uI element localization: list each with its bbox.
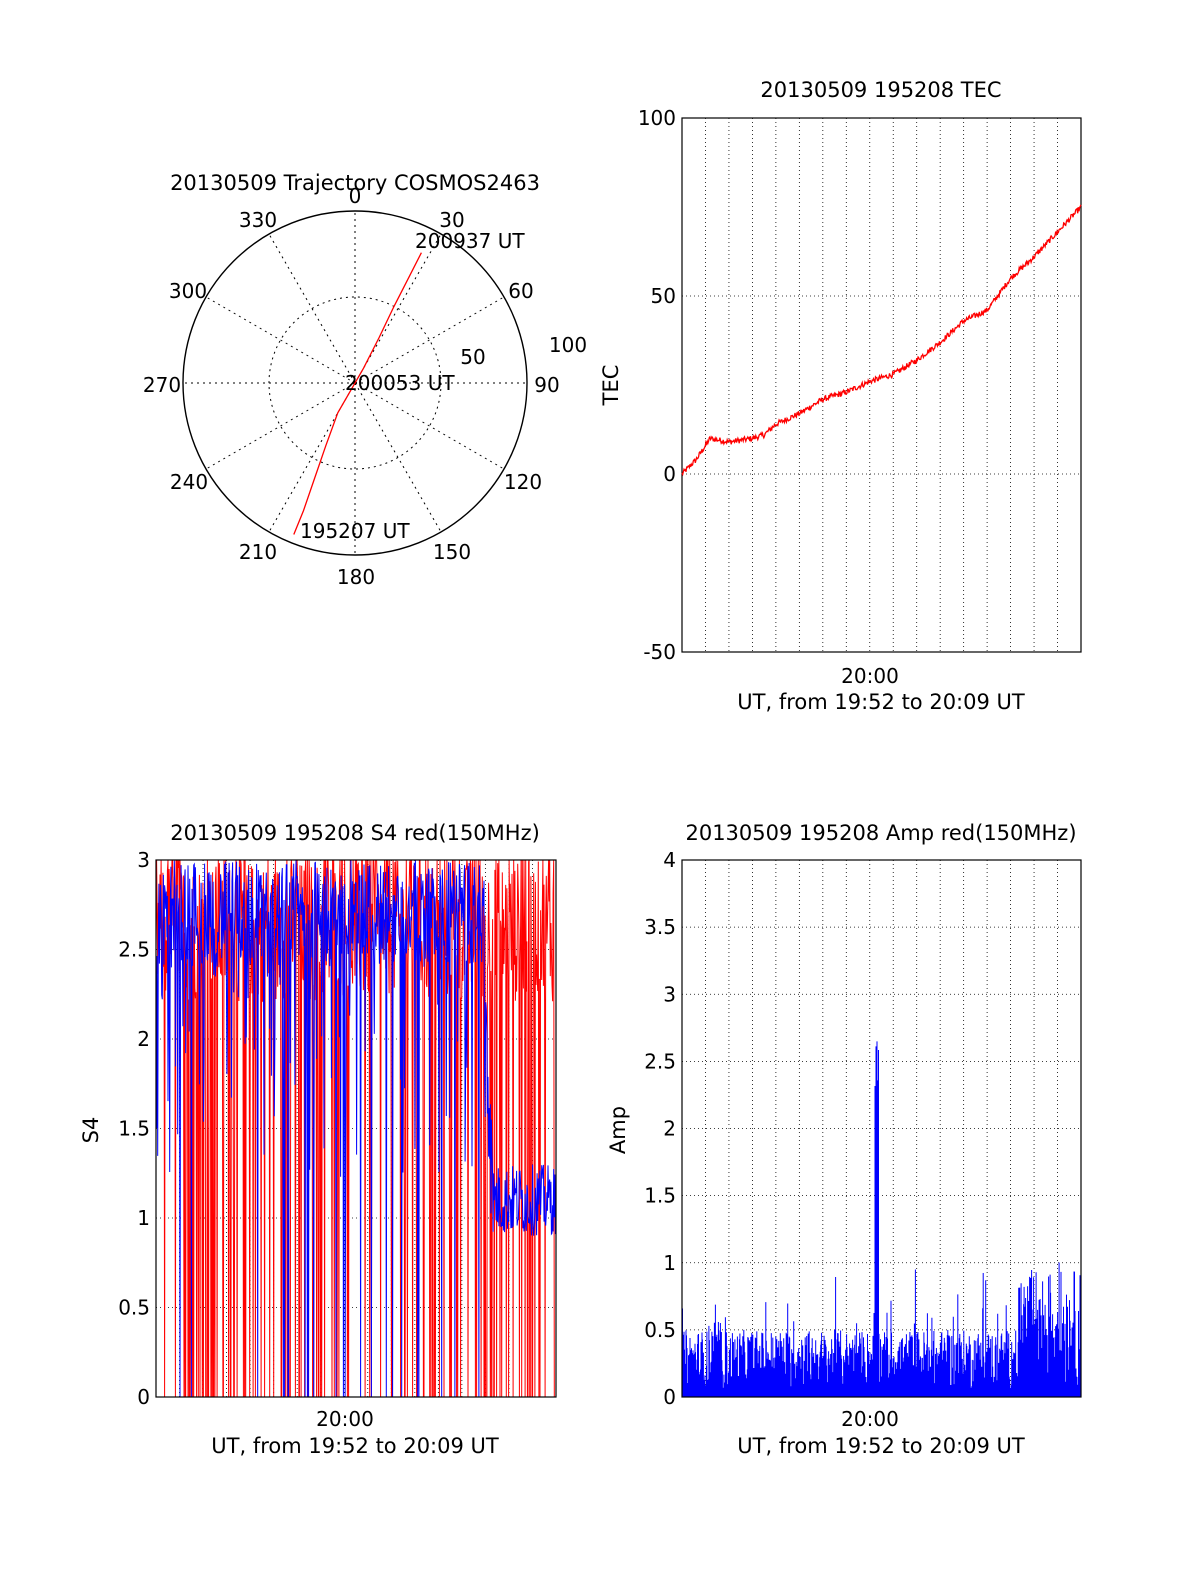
- y-tick-label: -50: [643, 640, 676, 664]
- s4-plot-frame: [155, 859, 557, 1398]
- tec-y-tick-labels: 100 50 0 -50: [638, 106, 676, 664]
- polar-angle-label: 330: [239, 208, 277, 232]
- y-tick-label: 3: [663, 982, 676, 1006]
- polar-angle-label: 60: [508, 279, 533, 303]
- s4-blue-line: [155, 859, 557, 1398]
- y-tick-label: 2.5: [644, 1049, 676, 1073]
- polar-angle-label: 270: [143, 373, 181, 397]
- trajectory-time-label: 200937 UT: [415, 229, 525, 253]
- polar-angle-label: 300: [169, 279, 207, 303]
- trajectory-time-label: 195207 UT: [300, 519, 410, 543]
- polar-outer-ring: [182, 210, 528, 556]
- polar-angle-label: 210: [239, 540, 277, 564]
- polar-title: 20130509 Trajectory COSMOS2463: [170, 171, 540, 195]
- polar-angle-label: 0: [349, 184, 362, 208]
- s4-chart: 20130509 195208 S4 red(150MHz) 3 2.5 2 1.5 1…: [79, 821, 557, 1458]
- polar-spoke: [268, 382, 356, 533]
- polar-angle-label: 90: [534, 373, 559, 397]
- amp-xlabel: UT, from 19:52 to 20:09 UT: [737, 1434, 1025, 1458]
- y-tick-label: 1: [663, 1251, 676, 1275]
- polar-radius-labels: 50 100: [460, 333, 587, 369]
- y-tick-label: 3.5: [644, 915, 676, 939]
- y-tick-label: 2: [137, 1027, 150, 1051]
- y-tick-label: 50: [651, 284, 676, 308]
- tec-series-line: [681, 204, 1082, 477]
- s4-xlabel: UT, from 19:52 to 20:09 UT: [211, 1434, 499, 1458]
- s4-blue-series: [155, 859, 557, 1398]
- polar-angle-label: 240: [170, 470, 208, 494]
- tec-title: 20130509 195208 TEC: [760, 78, 1001, 102]
- polar-radius-label: 50: [460, 345, 485, 369]
- polar-angle-label: 180: [337, 565, 375, 589]
- tec-xlabel: UT, from 19:52 to 20:09 UT: [737, 690, 1025, 714]
- amp-chart: 20130509 195208 Amp red(150MHz) 4 3.5 3 2.5…: [606, 821, 1082, 1458]
- tec-xtick-label: 20:00: [841, 664, 899, 688]
- polar-angle-labels: 0 30 60 90 120 150 180 210 240 270 300 330: [143, 184, 560, 589]
- polar-spoke: [354, 233, 442, 384]
- polar-spoke: [354, 296, 505, 384]
- tec-ylabel: TEC: [599, 365, 623, 407]
- amp-xtick-label: 20:00: [841, 1407, 899, 1431]
- y-tick-label: 0.5: [118, 1296, 150, 1320]
- y-tick-label: 0: [663, 1385, 676, 1409]
- y-tick-label: 100: [638, 106, 676, 130]
- y-tick-label: 1.5: [644, 1184, 676, 1208]
- y-tick-label: 0: [137, 1385, 150, 1409]
- s4-title: 20130509 195208 S4 red(150MHz): [170, 821, 540, 845]
- y-tick-label: 2.5: [118, 938, 150, 962]
- y-tick-label: 2: [663, 1117, 676, 1141]
- amp-blue-bars: [681, 1041, 1082, 1397]
- tec-plot-frame: [681, 117, 1082, 653]
- polar-grid: [182, 210, 528, 556]
- tec-grid: [682, 118, 1081, 652]
- s4-y-tick-labels: 3 2.5 2 1.5 1 0.5 0: [118, 848, 150, 1409]
- amp-plot-frame: [681, 859, 1082, 1398]
- s4-ylabel: S4: [79, 1117, 103, 1144]
- amp-ylabel: Amp: [606, 1106, 630, 1154]
- trajectory-annotations: 200937 UT 200053 UT 195207 UT: [300, 229, 525, 543]
- polar-spoke: [354, 382, 442, 533]
- y-tick-label: 3: [137, 848, 150, 872]
- amp-y-tick-labels: 4 3.5 3 2.5 2 1.5 1 0.5 0: [644, 848, 676, 1409]
- amp-grid: [682, 860, 1081, 1397]
- polar-spoke: [205, 296, 356, 384]
- polar-trajectory-chart: 20130509 Trajectory COSMOS2463 0 30 60 90 12…: [143, 171, 587, 589]
- polar-spoke: [268, 233, 356, 384]
- polar-spoke: [205, 382, 356, 470]
- polar-spoke: [354, 382, 505, 470]
- polar-angle-label: 150: [433, 540, 471, 564]
- polar-radius-label: 100: [549, 333, 587, 357]
- y-tick-label: 4: [663, 848, 676, 872]
- y-tick-label: 0: [663, 462, 676, 486]
- s4-xtick-label: 20:00: [316, 1407, 374, 1431]
- amp-title: 20130509 195208 Amp red(150MHz): [685, 821, 1076, 845]
- polar-angle-label: 120: [504, 470, 542, 494]
- y-tick-label: 1.5: [118, 1117, 150, 1141]
- trajectory-time-label: 200053 UT: [345, 371, 455, 395]
- y-tick-label: 0.5: [644, 1318, 676, 1342]
- amp-blue-series: [681, 1041, 1082, 1397]
- y-tick-label: 1: [137, 1206, 150, 1230]
- trajectory-line: [293, 252, 422, 535]
- polar-angle-label: 30: [439, 208, 464, 232]
